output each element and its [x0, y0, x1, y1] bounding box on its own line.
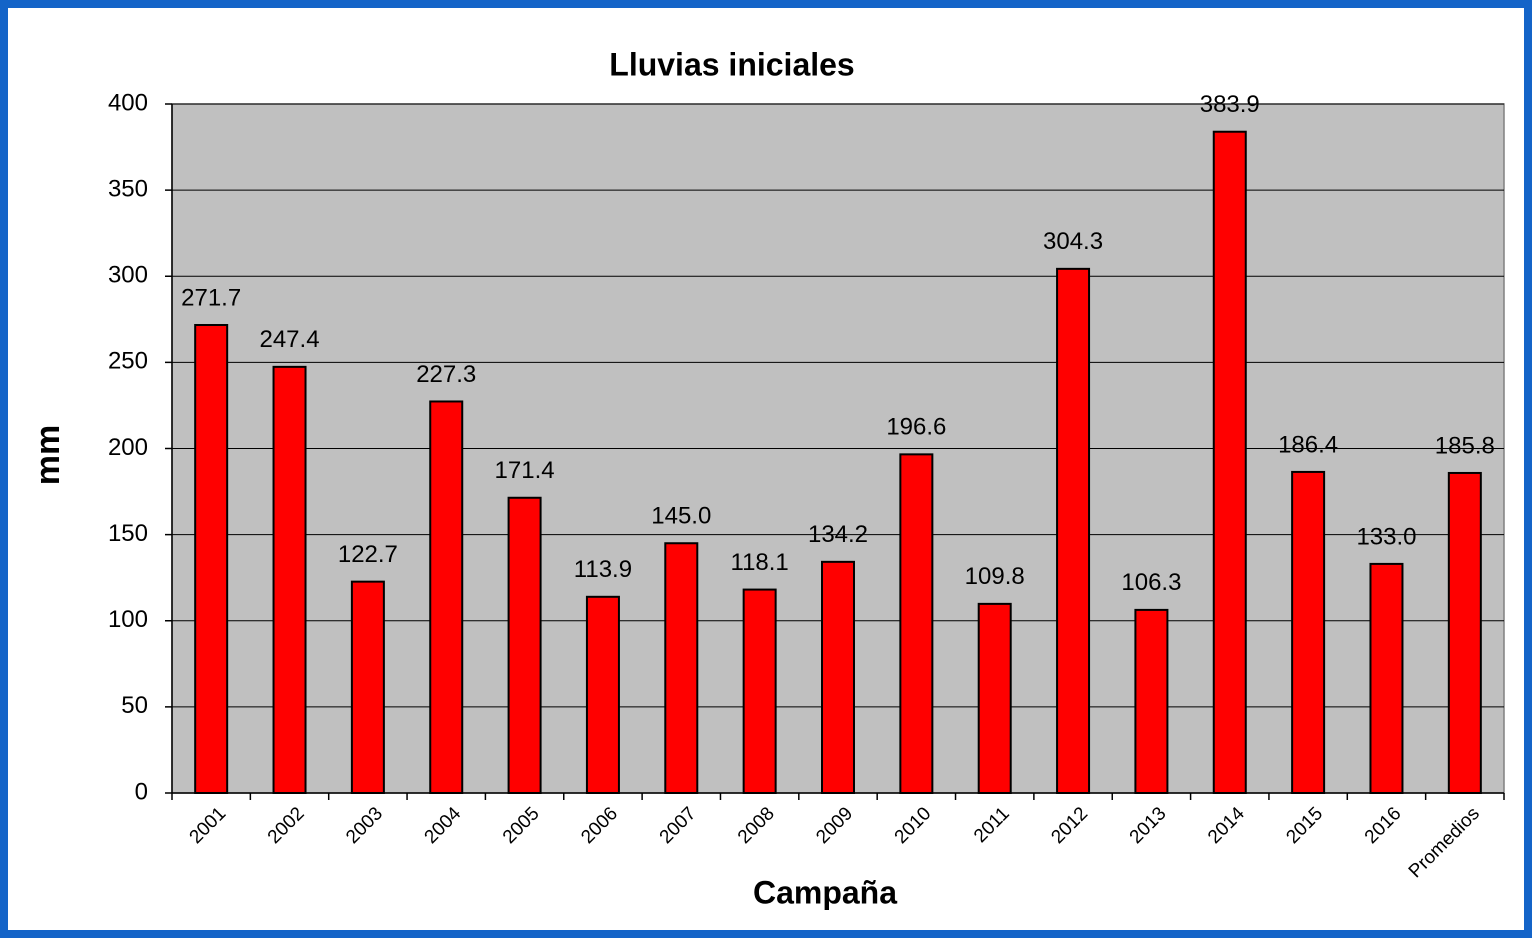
bar: [1212, 130, 1247, 795]
value-label: 186.4: [1278, 431, 1338, 458]
chart-title: Lluvias iniciales: [609, 46, 854, 82]
value-label: 118.1: [731, 549, 789, 576]
bar: [821, 560, 855, 795]
y-tick-label: 300: [108, 262, 148, 289]
bar: [1447, 471, 1482, 794]
bar: [977, 602, 1012, 794]
value-label: 227.3: [416, 361, 476, 388]
y-tick-label: 200: [108, 434, 148, 461]
value-label: 247.4: [259, 326, 319, 353]
value-label: 133.0: [1356, 523, 1416, 550]
y-tick-label: 50: [121, 692, 148, 719]
value-label: 145.0: [651, 503, 711, 530]
value-label: 196.6: [886, 414, 946, 441]
y-tick-label: 400: [108, 89, 148, 116]
bar: [1291, 470, 1326, 794]
value-label: 134.2: [808, 521, 868, 548]
bar: [742, 588, 777, 794]
value-label: 304.3: [1043, 228, 1103, 255]
value-label: 113.9: [574, 556, 632, 583]
y-tick-label: 250: [108, 348, 148, 375]
y-tick-label: 150: [108, 520, 148, 547]
bar: [272, 365, 307, 794]
y-tick-label: 0: [135, 778, 148, 805]
bar: [350, 580, 385, 794]
bar: [899, 453, 934, 794]
value-label: 106.3: [1121, 569, 1181, 596]
bar: [664, 542, 699, 794]
bar: [194, 323, 229, 794]
value-label: 122.7: [338, 541, 398, 568]
value-label: 185.8: [1435, 432, 1495, 459]
value-label: 109.8: [965, 563, 1025, 590]
y-tick-label: 350: [108, 175, 148, 202]
y-axis-title: mm: [29, 425, 67, 485]
bar: [507, 496, 542, 794]
value-label: 271.7: [181, 284, 241, 311]
value-label: 383.9: [1200, 91, 1260, 118]
y-tick-label: 100: [108, 606, 148, 633]
bar: [1134, 608, 1169, 794]
bar: [429, 400, 464, 794]
x-axis-title: Campaña: [753, 874, 897, 910]
bar: [1369, 562, 1404, 794]
bar: [585, 595, 620, 794]
value-label: 171.4: [495, 457, 555, 484]
bar: [1056, 267, 1091, 794]
